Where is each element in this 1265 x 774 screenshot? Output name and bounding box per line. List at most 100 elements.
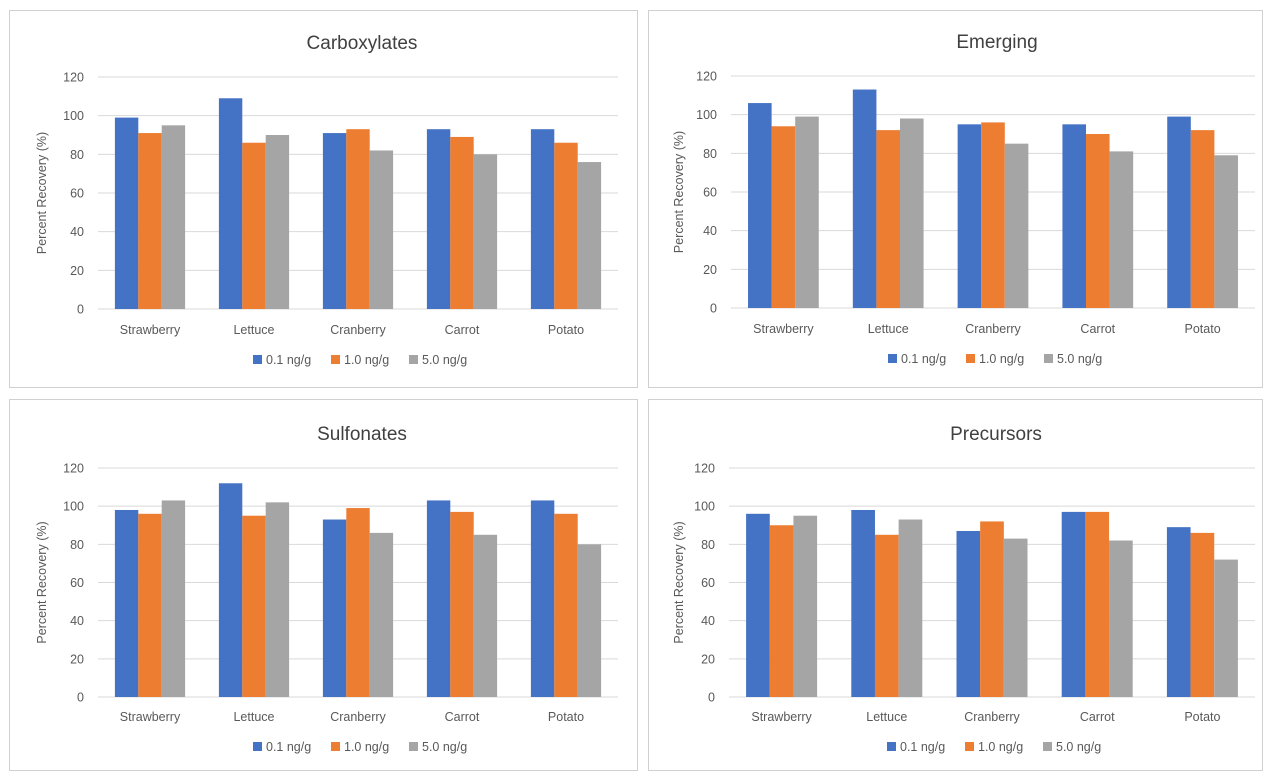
y-tick-label: 60 <box>703 186 717 200</box>
legend-swatch-5-0-ng-g <box>1043 742 1052 751</box>
chart-title: Precursors <box>950 424 1042 445</box>
legend-label: 5.0 ng/g <box>1057 352 1102 366</box>
y-tick-label: 40 <box>703 224 717 238</box>
legend-label: 0.1 ng/g <box>900 740 945 754</box>
x-category-label: Lettuce <box>866 710 907 724</box>
y-tick-label: 120 <box>694 462 715 476</box>
bar-lettuce-0-1-ng-g <box>218 98 243 310</box>
bar-potato-0-1-ng-g <box>530 500 555 697</box>
bar-carrot-0-1-ng-g <box>1062 124 1087 308</box>
y-tick-label: 80 <box>703 147 717 161</box>
y-tick-label: 120 <box>63 71 84 85</box>
legend-swatch-1-0-ng-g <box>331 355 340 364</box>
bar-carrot-0-1-ng-g <box>1061 511 1086 697</box>
legend-label: 1.0 ng/g <box>978 740 1023 754</box>
bar-carrot-0-1-ng-g <box>426 129 451 309</box>
bar-lettuce-1-0-ng-g <box>242 515 266 697</box>
bar-potato-5-0-ng-g <box>1214 559 1238 697</box>
y-tick-label: 20 <box>70 264 84 278</box>
bar-carrot-1-0-ng-g <box>1085 511 1110 697</box>
legend-swatch-0-1-ng-g <box>253 742 262 751</box>
y-tick-label: 120 <box>696 70 717 84</box>
bar-potato-1-0-ng-g <box>554 513 578 697</box>
chart-panel-emerging: Emerging 0 20 40 60 80 100 120 Percent Recovery … <box>648 10 1263 388</box>
bar-strawberry-1-0-ng-g <box>769 525 794 697</box>
legend-label: 0.1 ng/g <box>901 352 946 366</box>
bar-carrot-1-0-ng-g <box>450 136 474 309</box>
bar-cranberry-5-0-ng-g <box>369 150 394 309</box>
x-category-label: Carrot <box>445 323 480 337</box>
legend-swatch-1-0-ng-g <box>966 354 975 363</box>
bar-strawberry-5-0-ng-g <box>793 515 818 697</box>
x-category-label: Potato <box>1185 322 1221 336</box>
x-category-label: Potato <box>1184 710 1220 724</box>
bar-cranberry-5-0-ng-g <box>369 532 394 697</box>
legend-swatch-0-1-ng-g <box>253 355 262 364</box>
y-axis-title: Percent Recovery (%) <box>672 521 686 643</box>
y-axis-title: Percent Recovery (%) <box>672 131 686 253</box>
bar-potato-0-1-ng-g <box>1167 116 1191 308</box>
bar-potato-5-0-ng-g <box>1214 155 1238 308</box>
y-tick-label: 60 <box>701 576 715 590</box>
bar-potato-5-0-ng-g <box>577 162 602 309</box>
x-category-label: Lettuce <box>233 323 274 337</box>
y-tick-label: 80 <box>70 538 84 552</box>
x-category-label: Cranberry <box>330 323 386 337</box>
legend-label: 5.0 ng/g <box>422 740 467 754</box>
chart-title: Carboxylates <box>307 33 418 54</box>
bar-carrot-5-0-ng-g <box>1109 151 1134 308</box>
bar-potato-1-0-ng-g <box>554 142 578 309</box>
bar-strawberry-0-1-ng-g <box>746 513 770 697</box>
bar-potato-5-0-ng-g <box>577 544 602 697</box>
y-tick-label: 0 <box>710 302 717 316</box>
bar-cranberry-1-0-ng-g <box>980 521 1004 697</box>
legend-label: 1.0 ng/g <box>344 740 389 754</box>
bar-lettuce-5-0-ng-g <box>898 519 923 697</box>
y-tick-label: 100 <box>63 109 84 123</box>
y-tick-label: 20 <box>70 652 84 666</box>
bar-lettuce-0-1-ng-g <box>218 483 243 697</box>
x-category-label: Cranberry <box>330 710 386 724</box>
y-tick-label: 100 <box>696 108 717 122</box>
legend-swatch-5-0-ng-g <box>1044 354 1053 363</box>
y-tick-label: 40 <box>70 614 84 628</box>
bar-lettuce-0-1-ng-g <box>851 509 875 697</box>
x-category-label: Potato <box>548 323 584 337</box>
bar-cranberry-1-0-ng-g <box>346 508 370 697</box>
bar-lettuce-5-0-ng-g <box>265 135 290 309</box>
x-category-label: Strawberry <box>751 710 812 724</box>
x-category-label: Strawberry <box>753 322 814 336</box>
y-tick-label: 40 <box>70 225 84 239</box>
chart-precursors: Precursors 0 20 40 60 80 100 120 Percent Recover… <box>672 424 1255 754</box>
y-axis-title: Percent Recovery (%) <box>35 521 49 643</box>
legend-swatch-5-0-ng-g <box>409 742 418 751</box>
bar-cranberry-5-0-ng-g <box>1003 538 1028 697</box>
chart-panel-sulfonates: Sulfonates 0 20 40 60 80 100 120 Percent Recover… <box>9 399 638 771</box>
legend-swatch-0-1-ng-g <box>887 742 896 751</box>
bar-strawberry-5-0-ng-g <box>795 116 819 308</box>
bar-strawberry-0-1-ng-g <box>748 103 772 308</box>
bar-lettuce-1-0-ng-g <box>876 130 900 308</box>
legend-label: 1.0 ng/g <box>979 352 1024 366</box>
chart-sulfonates: Sulfonates 0 20 40 60 80 100 120 Percent Recover… <box>35 424 618 754</box>
legend-label: 0.1 ng/g <box>266 353 311 367</box>
y-axis-title: Percent Recovery (%) <box>35 132 49 254</box>
x-category-label: Lettuce <box>868 322 909 336</box>
chart-carboxylates: Carboxylates 0 20 40 60 80 100 120 Percent Recov… <box>35 33 618 367</box>
chart-emerging: Emerging 0 20 40 60 80 100 120 Percent Recovery … <box>672 32 1255 366</box>
bar-carrot-5-0-ng-g <box>473 534 498 697</box>
bar-lettuce-1-0-ng-g <box>874 534 899 697</box>
bar-potato-1-0-ng-g <box>1190 532 1215 697</box>
bar-lettuce-5-0-ng-g <box>899 118 924 309</box>
y-tick-label: 60 <box>70 576 84 590</box>
y-tick-label: 80 <box>701 538 715 552</box>
bar-lettuce-0-1-ng-g <box>852 89 877 309</box>
x-category-label: Cranberry <box>965 322 1021 336</box>
legend-label: 1.0 ng/g <box>344 353 389 367</box>
bar-strawberry-0-1-ng-g <box>114 509 139 697</box>
bar-carrot-5-0-ng-g <box>1109 540 1133 697</box>
chart-title: Emerging <box>956 32 1037 53</box>
bar-carrot-1-0-ng-g <box>450 511 474 697</box>
y-tick-label: 60 <box>70 187 84 201</box>
y-tick-label: 20 <box>703 263 717 277</box>
